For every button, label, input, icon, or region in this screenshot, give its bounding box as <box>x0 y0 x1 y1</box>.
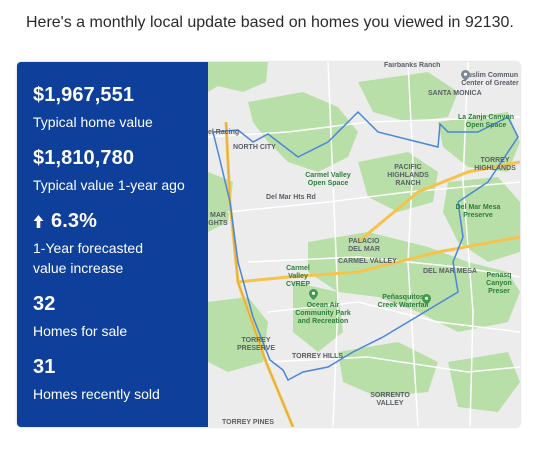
stat-value: $1,810,780 <box>33 147 135 169</box>
map-graphic <box>208 62 520 427</box>
stat-value: 6.3% <box>51 210 97 232</box>
stat-homes-recently-sold: 31 Homes recently sold <box>33 355 208 404</box>
map-label-penasquitos-waterfall: Peñasquitos Creek Waterfall <box>377 294 429 309</box>
map-label-torrey-preserve: TORREY PRESERVE <box>237 337 275 352</box>
map-label-santa-monica: SANTA MONICA <box>428 90 482 97</box>
map-label-muslim-center: Muslim Commun Center of Greater <box>461 72 519 87</box>
update-headline: Here's a monthly local update based on h… <box>26 14 514 31</box>
map-pin-icon <box>461 70 470 81</box>
map-label-cvrep: Carmel Valley CVREP <box>285 265 311 288</box>
map-label-carmel-valley-open-space: Carmel Valley Open Space <box>305 172 351 187</box>
stat-label: Homes recently sold <box>33 386 160 402</box>
stat-typical-value-last-year: $1,810,780 Typical value 1-year ago <box>33 146 208 195</box>
map-label-del-mar-hts-rd: Del Mar Hts Rd <box>266 194 316 201</box>
map-label-torrey-pines: TORREY PINES <box>222 419 274 426</box>
stat-homes-for-sale: 32 Homes for sale <box>33 292 208 341</box>
map-label-torrey-highlands: TORREY HIGHLANDS <box>474 157 516 172</box>
stat-forecast: 6.3% 1-Year forecasted value increase <box>33 209 208 278</box>
stat-label: Typical value 1-year ago <box>33 177 185 193</box>
map-label-torrey-hills: TORREY HILLS <box>292 353 344 360</box>
stat-value-row: 6.3% <box>33 209 208 233</box>
arrow-up-icon <box>33 214 44 229</box>
stat-value: 32 <box>33 293 56 315</box>
map-label-fairbanks-ranch: Fairbanks Ranch <box>384 62 441 69</box>
stat-value: 31 <box>33 356 56 378</box>
stats-panel: $1,967,551 Typical home value $1,810,780… <box>17 62 208 427</box>
map-label-la-zanja: La Zanja Canyon Open Space <box>457 114 514 129</box>
map-label-penasquitos-canyon: Penasq Canyon Preser <box>486 272 512 295</box>
stat-label: 1-Year forecasted value increase <box>33 240 143 276</box>
map-label-north-city: NORTH CITY <box>233 144 276 151</box>
map-label-pacific-highlands-ranch: PACIFIC HIGHLANDS RANCH <box>387 164 429 187</box>
map-label-carmel-valley: CARMEL VALLEY <box>338 258 397 265</box>
map-label-sorrento-valley: SORRENTO VALLEY <box>370 392 410 407</box>
map-label-palacio-del-mar: PALACIO DEL MAR <box>348 238 380 253</box>
map-label-ocean-air-park: Ocean Air Community Park and Recreation <box>295 302 351 325</box>
local-update-card[interactable]: $1,967,551 Typical home value $1,810,780… <box>17 62 520 427</box>
park-pin-icon <box>422 294 431 305</box>
stat-value: $1,967,551 <box>33 84 135 106</box>
park-pin-icon <box>309 289 318 300</box>
area-map[interactable]: Fairbanks Ranch SANTA MONICA Muslim Comm… <box>208 62 520 427</box>
map-label-del-mar-mesa: DEL MAR MESA <box>423 268 477 275</box>
stat-typical-home-value: $1,967,551 Typical home value <box>33 83 208 132</box>
map-label-del-mar-mesa-preserve: Del Mar Mesa Preserve <box>455 204 501 219</box>
stat-label: Typical home value <box>33 114 153 130</box>
map-label-el-racing: el Racing <box>208 129 240 136</box>
stat-label: Homes for sale <box>33 323 128 339</box>
map-label-mar-heights: MAR GHTS <box>208 212 228 227</box>
